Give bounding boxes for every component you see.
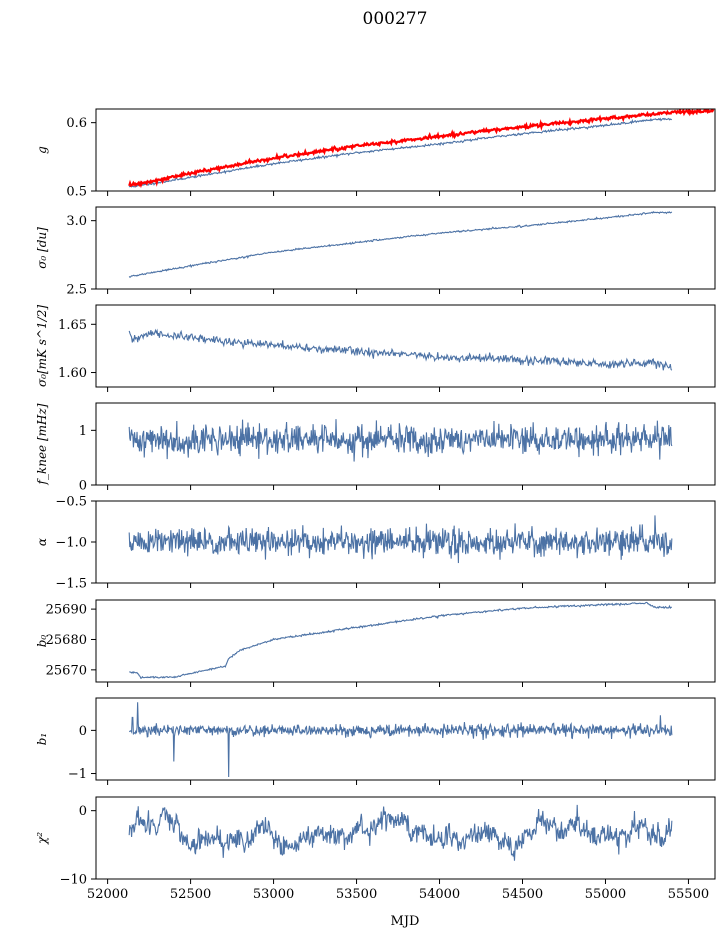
x-tick-label: 52000 [87,887,128,902]
axes-frame-b0 [95,599,716,683]
y-tick-label-b0: 25690 [46,603,87,618]
y-tick-label-alpha: −1.0 [55,536,87,551]
y-tick-label-b1: 0 [79,724,87,739]
panel-sigma0-du: 2.5 3.0 σ₀ [du] [35,206,716,298]
y-axis-label-g: g [35,146,49,154]
x-tick-label: 53500 [336,887,377,902]
y-axis-label-b0: b₀ [35,635,49,648]
y-axis-label-fknee: f_knee [mHz] [35,403,49,485]
series-line-sigma0-mk-0 [128,328,673,371]
axes-frame-chi2 [95,796,716,880]
y-tick-label-g: 0.6 [66,116,87,131]
y-tick-label-sigma0-mk: 1.60 [58,366,87,381]
axes-frame-sigma0-du [95,206,716,290]
x-tick-label: 54000 [419,887,460,902]
axes-frame-b1 [95,697,716,781]
panel-chi2: −10 0 χ² [35,796,716,888]
y-axis-label-sigma0-mk: σ₀[mK s^1/2] [35,305,49,387]
y-tick-label-chi2: −10 [60,873,87,888]
y-axis-label-b1: b₁ [35,733,49,746]
x-tick-label: 55500 [668,887,709,902]
y-tick-label-chi2: 0 [79,804,87,819]
figure-title: 000277 [363,9,428,29]
y-tick-label-b1: −1 [68,767,87,782]
y-tick-label-fknee: 0 [79,479,87,494]
series-line-sigma0-du-0 [128,210,673,278]
y-axis-label-alpha: α [35,538,49,546]
panel-fknee: 0 1 f_knee [mHz] [35,402,716,494]
y-axis-label-chi2: χ² [35,832,49,845]
panel-b1: −1 0 b₁ [35,697,716,785]
panel-sigma0-mk: 1.60 1.65 σ₀[mK s^1/2] [35,304,716,392]
series-line-g-0 [128,117,673,188]
y-tick-label-sigma0-mk: 1.65 [58,318,87,333]
y-tick-label-alpha: −0.5 [55,495,87,510]
axes-frame-g [95,108,716,192]
x-tick-label: 53000 [253,887,294,902]
y-tick-label-b0: 25680 [46,633,87,648]
y-tick-label-g: 0.5 [66,185,87,200]
y-tick-label-b0: 25670 [46,663,87,678]
panel-g: 0.5 0.6 g [35,108,716,200]
x-tick-label: 54500 [502,887,543,902]
panel-alpha: −1.5 −1.0 −0.5 α [35,495,716,592]
series-line-b0-0 [129,601,672,679]
x-tick-label: 55000 [585,887,626,902]
panels: 0.5 0.6 g 2.5 3.0 σ₀ [du] 1.60 1.65 σ₀[mK s^1/2]… [35,108,716,902]
series-line-b1-0 [129,702,673,777]
axes-frame-fknee [95,402,716,486]
series-line-chi2-0 [128,804,673,861]
series-line-alpha-0 [128,515,673,564]
x-tick-label: 52500 [170,887,211,902]
y-tick-label-sigma0-du: 2.5 [66,283,87,298]
y-tick-label-alpha: −1.5 [55,577,87,592]
y-tick-label-fknee: 1 [79,424,87,439]
series-line-g-1 [128,109,715,189]
series-line-fknee-0 [128,419,673,462]
panel-b0: 25670 25680 25690 b₀ [35,599,716,687]
axes-frame-sigma0-mk [95,304,716,388]
x-axis-label: MJD [391,914,420,929]
y-tick-label-sigma0-du: 3.0 [66,214,87,229]
y-axis-label-sigma0-du: σ₀ [du] [35,227,49,269]
